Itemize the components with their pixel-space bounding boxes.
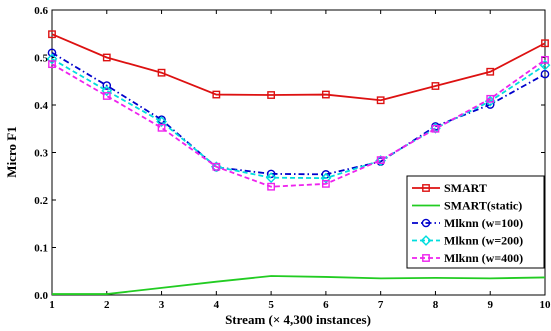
data-point	[431, 124, 440, 133]
x-tick-label: 8	[433, 299, 439, 311]
legend-label: SMART	[444, 181, 487, 195]
data-point	[376, 156, 385, 164]
x-axis-label: Stream (× 4,300 instances)	[225, 312, 371, 327]
data-point	[376, 96, 385, 105]
legend-item: Mlknn (w=100)	[412, 216, 523, 230]
data-point	[48, 60, 56, 69]
data-point	[267, 91, 276, 99]
x-tick-label: 6	[323, 299, 329, 311]
x-tick-label: 1	[49, 299, 55, 311]
series-0	[48, 30, 549, 105]
series-1	[52, 275, 546, 295]
data-point	[212, 162, 221, 171]
data-point	[541, 55, 549, 64]
x-tick-label: 9	[487, 299, 493, 311]
series-line	[51, 33, 546, 102]
legend-item: Mlknn (w=400)	[412, 251, 523, 265]
data-point	[321, 179, 330, 188]
x-tick-label: 4	[214, 299, 220, 311]
y-tick-label: 0.6	[34, 5, 48, 17]
data-point	[265, 172, 277, 184]
series-4	[48, 55, 549, 191]
data-point	[102, 53, 111, 62]
series-line	[52, 275, 546, 295]
data-point	[540, 69, 550, 79]
legend-item: SMART	[412, 181, 487, 195]
y-axis-label: Micro F1	[4, 126, 19, 177]
axis-ticks: 1 2 3 4 5 6 7 8 9 10 0.0 0.1 0.2 0.3 0.4 0.5 0.6	[34, 5, 551, 311]
legend-marker	[422, 184, 430, 192]
data-point	[48, 30, 56, 39]
data-point	[266, 169, 276, 179]
x-tick-label: 10	[540, 299, 551, 311]
data-point	[101, 85, 113, 97]
x-tick-label: 5	[268, 299, 274, 311]
y-tick-label: 0.5	[34, 53, 48, 65]
legend-label: Mlknn (w=400)	[444, 251, 523, 265]
data-point	[541, 39, 549, 48]
legend-label: SMART(static)	[444, 199, 522, 213]
y-tick-label: 0.3	[34, 148, 48, 160]
y-tick-label: 0.4	[34, 100, 48, 112]
data-point	[102, 81, 112, 90]
legend-label: Mlknn (w=200)	[444, 234, 523, 248]
data-point	[267, 182, 276, 191]
series-group	[46, 30, 551, 295]
y-tick-label: 0.1	[34, 243, 48, 255]
data-point	[321, 90, 330, 99]
data-point	[46, 53, 58, 65]
legend-marker	[420, 235, 432, 246]
data-point	[486, 67, 495, 76]
data-point	[102, 92, 111, 100]
legend-marker	[422, 254, 430, 262]
legend: SMART SMART(static) Mlknn (w=100) Mlknn (w=…	[406, 175, 545, 269]
data-point	[157, 123, 166, 132]
legend-item: Mlknn (w=200)	[412, 234, 523, 248]
data-point	[156, 116, 167, 128]
legend-item: SMART(static)	[412, 199, 522, 213]
x-tick-label: 7	[378, 299, 384, 311]
legend-label: Mlknn (w=100)	[444, 216, 523, 230]
y-tick-label: 0.0	[34, 290, 48, 302]
x-tick-label: 2	[104, 299, 110, 311]
data-point	[320, 172, 332, 184]
x-tick-label: 3	[159, 299, 165, 311]
y-tick-label: 0.2	[34, 195, 48, 207]
data-point	[212, 90, 221, 99]
data-point	[157, 68, 166, 77]
legend-marker	[421, 218, 431, 228]
data-point	[431, 82, 440, 90]
data-point	[47, 48, 57, 58]
data-point	[486, 94, 495, 103]
